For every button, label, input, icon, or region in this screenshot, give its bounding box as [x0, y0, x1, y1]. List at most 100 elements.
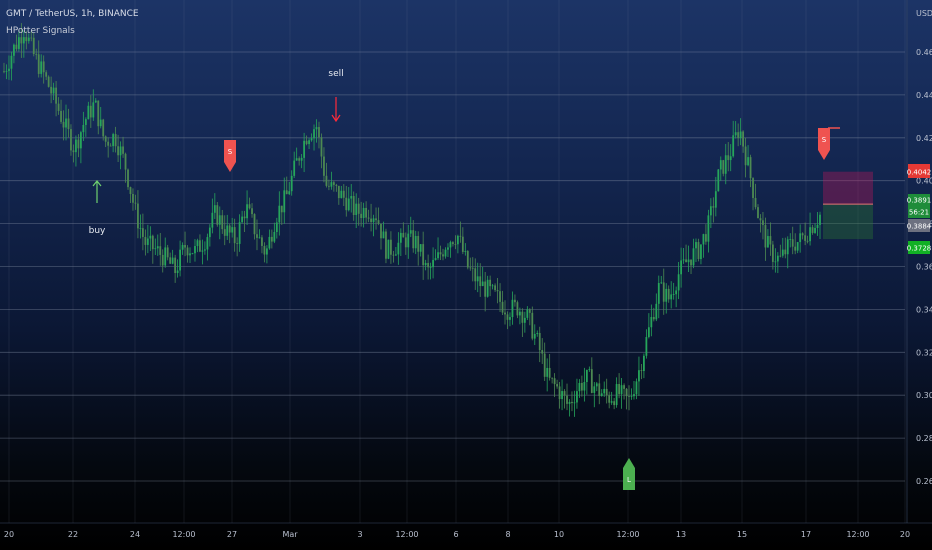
- candle-body: [610, 401, 613, 403]
- candle-body: [141, 228, 144, 237]
- signal-flag-text: S: [822, 136, 827, 144]
- candle-body: [62, 121, 65, 128]
- long-signal-flag[interactable]: [623, 458, 635, 490]
- candle-body: [122, 146, 124, 154]
- candle-body: [365, 207, 368, 218]
- candle-body: [67, 118, 70, 130]
- candle-body: [253, 214, 256, 235]
- candle-body: [675, 290, 678, 295]
- candle-body: [273, 232, 276, 242]
- candle-body: [394, 254, 397, 256]
- candle-body: [516, 302, 519, 316]
- candle-body: [496, 290, 499, 292]
- candle-body: [380, 223, 382, 239]
- short-signal-flag[interactable]: [224, 140, 236, 172]
- y-tick-label: 0.3400: [916, 305, 932, 314]
- candle-body: [283, 190, 286, 213]
- candle-body: [266, 248, 268, 255]
- symbol-title[interactable]: GMT / TetherUS, 1h, BINANCE: [6, 9, 139, 19]
- candle-body: [474, 268, 477, 282]
- candle-body: [144, 236, 147, 245]
- candle-body: [47, 76, 50, 87]
- candle-body: [57, 103, 60, 111]
- candle-body: [27, 37, 30, 42]
- candle-body: [667, 288, 670, 300]
- candle-body: [107, 141, 110, 146]
- candle-body: [156, 246, 159, 249]
- candle-body: [399, 232, 402, 243]
- price-axis[interactable]: 0.46000.44000.42000.40000.38000.36000.34…: [906, 0, 932, 523]
- candle-body: [332, 182, 335, 185]
- candle-body: [739, 131, 742, 139]
- candle-body: [325, 175, 328, 186]
- candle-body: [576, 391, 578, 403]
- candle-body: [605, 388, 608, 396]
- candle-body: [672, 294, 675, 295]
- candle-body: [779, 255, 782, 257]
- candle-body: [362, 207, 365, 219]
- candle-body: [776, 255, 779, 262]
- candle-body: [598, 383, 601, 396]
- candle-body: [206, 237, 209, 250]
- candle-body: [479, 276, 482, 287]
- y-tick-label: 0.2600: [916, 477, 932, 486]
- candle-body: [744, 146, 747, 166]
- buy-label: buy: [89, 226, 106, 236]
- candle-body: [580, 382, 583, 391]
- x-tick-label: 20: [4, 530, 14, 539]
- grid-layer: [0, 0, 906, 523]
- short-signal-flag[interactable]: [818, 128, 830, 160]
- candle-body: [583, 382, 586, 391]
- candle-body: [161, 254, 164, 266]
- candle-body: [578, 382, 581, 392]
- candle-body: [166, 247, 169, 258]
- candle-body: [439, 252, 442, 255]
- candle-body: [566, 395, 568, 404]
- indicator-legend[interactable]: HPotter Signals: [6, 26, 75, 36]
- candle-body: [208, 227, 211, 238]
- candle-body: [762, 220, 764, 225]
- candle-body: [608, 395, 611, 403]
- candle-body: [662, 282, 665, 302]
- candle-body: [13, 44, 15, 56]
- candle-body: [553, 378, 556, 385]
- x-tick-label: Mar: [282, 530, 298, 539]
- candle-body: [25, 37, 28, 42]
- candle-body: [124, 153, 127, 170]
- candle-body: [509, 317, 511, 320]
- candle-body: [469, 267, 472, 269]
- x-tick-label: 15: [737, 530, 747, 539]
- x-tick-label: 22: [68, 530, 78, 539]
- candle-body: [390, 239, 392, 255]
- x-tick-label: 13: [676, 530, 686, 539]
- candle-body: [22, 37, 25, 44]
- candle-body: [660, 282, 663, 284]
- candle-body: [447, 247, 449, 250]
- time-axis[interactable]: 20 22 24 12:00 27 Mar 3 12:00 6 8 10 12:00 13 15 17 12:…: [0, 522, 932, 539]
- candle-body: [499, 291, 501, 302]
- y-tick-label: 0.4400: [916, 91, 932, 100]
- candle-body: [799, 233, 802, 243]
- candle-body: [494, 285, 496, 291]
- candle-body: [692, 248, 695, 266]
- candle-body: [573, 402, 576, 404]
- candle-body: [164, 247, 167, 266]
- candle-body: [87, 105, 90, 120]
- candle-body: [109, 145, 112, 147]
- candle-body: [194, 246, 196, 254]
- candle-body: [538, 332, 541, 351]
- candle-body: [819, 214, 821, 225]
- x-tick-label: 3: [357, 530, 362, 539]
- candle-body: [246, 204, 248, 219]
- candle-body: [603, 388, 606, 394]
- stop-zone: [823, 171, 873, 205]
- candle-body: [137, 203, 139, 229]
- candle-body: [759, 218, 762, 221]
- candle-body: [801, 233, 804, 236]
- candle-body: [129, 187, 132, 194]
- candle-body: [791, 239, 794, 247]
- candle-body: [5, 70, 8, 72]
- candle-body: [132, 193, 134, 203]
